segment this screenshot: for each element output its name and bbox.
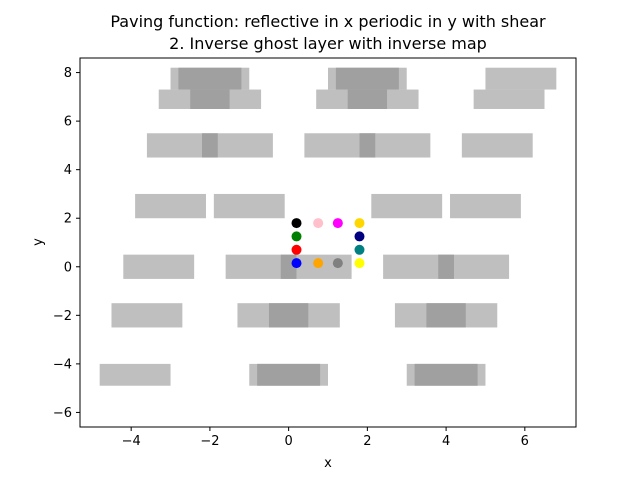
x-axis-label: x [324, 456, 332, 471]
scatter-point-4 [313, 218, 324, 229]
y-tick-label-1: −4 [53, 357, 72, 372]
scatter-point-8 [354, 244, 365, 255]
y-axis-label: y [31, 238, 46, 246]
scatter-point-7 [354, 231, 365, 242]
light-patch-8 [461, 133, 533, 158]
scatter-point-0 [291, 218, 302, 229]
chart-title-line-1: Paving function: reflective in x periodi… [110, 12, 546, 31]
y-tick-label-6: 6 [64, 115, 72, 130]
light-patch-16 [111, 303, 183, 328]
scatter-point-3 [291, 258, 302, 269]
x-tick-label-1: −2 [200, 434, 219, 449]
x-tick-label-5: 6 [521, 434, 529, 449]
dark-patch-11 [414, 363, 478, 386]
dark-patch-4 [202, 133, 218, 158]
dark-patch-9 [426, 303, 466, 328]
y-tick-label-3: 0 [64, 260, 72, 275]
x-tick-label-4: 4 [442, 434, 450, 449]
y-tick-label-4: 2 [64, 212, 72, 227]
light-patch-2 [485, 67, 557, 90]
dark-patch-8 [268, 303, 309, 328]
light-patch-13 [123, 254, 195, 279]
y-tick-label-2: −2 [53, 309, 72, 324]
y-tick-label-7: 8 [64, 66, 72, 81]
axes: −4 −2 0 2 4 6 −6 −4 −2 0 2 4 6 8 [53, 57, 577, 449]
dark-patch-2 [190, 89, 230, 109]
x-tick-label-3: 2 [363, 434, 371, 449]
y-tick-label-5: 4 [64, 163, 72, 178]
axes-frame [79, 57, 577, 428]
scatter-point-5 [332, 218, 343, 229]
x-tick-label-0: −4 [122, 434, 141, 449]
chart-title-line-2: 2. Inverse ghost layer with inverse map [169, 34, 487, 53]
dark-patch-3 [347, 89, 388, 109]
x-tick-label-2: 0 [284, 434, 292, 449]
scatter-point-10 [313, 258, 324, 269]
light-patch-10 [213, 193, 285, 219]
dark-patch-1 [335, 67, 399, 90]
scatter-point-11 [332, 258, 343, 269]
plot-content [99, 67, 557, 386]
dark-patch-0 [178, 67, 242, 90]
light-patch-5 [473, 89, 545, 109]
dark-patch-10 [257, 363, 321, 386]
scatter-point-6 [354, 218, 365, 229]
dark-patch-5 [359, 133, 376, 158]
dark-patch-7 [438, 254, 454, 279]
y-tick-label-0: −6 [53, 406, 72, 421]
light-patch-9 [135, 193, 206, 219]
light-patch-11 [371, 193, 443, 219]
scatter-point-1 [291, 231, 302, 242]
scatter-point-9 [354, 258, 365, 269]
light-patch-12 [450, 193, 521, 219]
light-patch-19 [99, 363, 171, 386]
plot-area [99, 67, 557, 386]
scatter-point-2 [291, 244, 302, 255]
